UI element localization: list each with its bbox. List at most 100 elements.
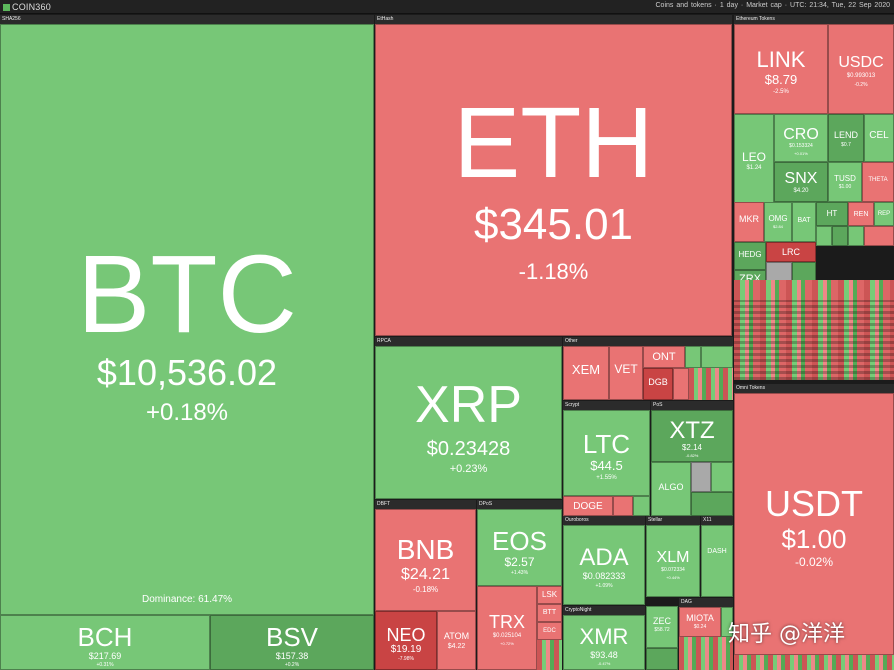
tile-theta[interactable]: THETA bbox=[862, 162, 894, 202]
tile-usdt[interactable]: USDT $1.00 -0.02% bbox=[734, 393, 894, 655]
tile-xem[interactable]: XEM bbox=[563, 346, 609, 400]
tile-price: $157.38 bbox=[275, 651, 309, 661]
section-label-scrypt: Scrypt bbox=[563, 401, 650, 410]
tile-symbol: VET bbox=[614, 362, 638, 376]
tile-dgb[interactable]: DGB bbox=[643, 368, 673, 400]
tile-omg[interactable]: OMG $2.84 bbox=[764, 202, 792, 242]
tile-change: +0.23% bbox=[449, 463, 488, 475]
tile-eth[interactable]: ETH $345.01 -1.18% bbox=[375, 24, 732, 336]
tile-small[interactable] bbox=[848, 226, 864, 246]
tile-xrp[interactable]: XRP $0.23428 +0.23% bbox=[375, 346, 562, 499]
tile-price: $4.22 bbox=[447, 643, 466, 650]
tile-btt[interactable]: BTT bbox=[537, 604, 562, 622]
section-label-stellar: Stellar bbox=[646, 516, 700, 525]
tile-zec[interactable]: ZEC $58.72 bbox=[646, 606, 678, 648]
tile-bnb[interactable]: BNB $24.21 -0.18% bbox=[375, 509, 476, 611]
tile-atom[interactable]: ATOM $4.22 bbox=[437, 611, 476, 670]
tile-price: $0.993013 bbox=[846, 73, 876, 79]
tile-small[interactable] bbox=[701, 346, 733, 368]
tile-ht[interactable]: HT bbox=[816, 202, 848, 226]
section-label-ethash: EtHash bbox=[375, 15, 732, 24]
tile-small[interactable] bbox=[646, 648, 678, 670]
metric-select[interactable]: Market cap bbox=[746, 2, 782, 9]
tile-symbol: USDT bbox=[765, 483, 863, 524]
tile-tusd[interactable]: TUSD $1.00 bbox=[828, 162, 862, 202]
tile-bsv[interactable]: BSV $157.38 +0.2% bbox=[210, 615, 374, 670]
tile-symbol: ALGO bbox=[658, 482, 684, 492]
tile-bat[interactable]: BAT bbox=[792, 202, 816, 242]
tile-small[interactable] bbox=[864, 226, 894, 246]
tile-small[interactable] bbox=[832, 226, 848, 246]
tile-lsk[interactable]: LSK bbox=[537, 586, 562, 604]
tile-snx[interactable]: SNX $4.20 bbox=[774, 162, 828, 202]
tile-small[interactable] bbox=[613, 496, 633, 516]
view-controls: Coins and tokens · 1 day · Market cap · … bbox=[655, 2, 891, 9]
tile-price: $0.153324 bbox=[789, 143, 813, 149]
tile-small[interactable] bbox=[721, 607, 733, 637]
tile-trx[interactable]: TRX $0.025104 +0.72% bbox=[477, 586, 537, 670]
tile-ren[interactable]: REN bbox=[848, 202, 874, 226]
mode-select[interactable]: Coins and tokens bbox=[655, 2, 712, 9]
tile-symbol: XEM bbox=[571, 362, 601, 377]
tile-xlm[interactable]: XLM $0.072334 +0.44% bbox=[646, 525, 700, 597]
section-label-pos: PoS bbox=[651, 401, 733, 410]
tile-algo[interactable]: ALGO bbox=[651, 462, 691, 516]
tile-xmr[interactable]: XMR $93.48 -0.47% bbox=[563, 615, 645, 670]
tile-lrc[interactable]: LRC bbox=[766, 242, 816, 262]
section-label-sha256: SHA256 bbox=[0, 15, 374, 24]
tile-doge[interactable]: DOGE bbox=[563, 496, 613, 516]
tile-neo[interactable]: NEO $19.19 -7.98% bbox=[375, 611, 437, 670]
tile-cro[interactable]: CRO $0.153324 +0.01% bbox=[774, 114, 828, 162]
tile-ont[interactable]: ONT bbox=[643, 346, 685, 368]
tile-miota[interactable]: MIOTA $0.24 bbox=[679, 607, 721, 637]
tile-hedg[interactable]: HEDG bbox=[734, 242, 766, 270]
tile-eos[interactable]: EOS $2.57 +1.43% bbox=[477, 509, 562, 586]
tile-rep[interactable]: REP bbox=[874, 202, 894, 226]
tile-dash[interactable]: DASH bbox=[701, 525, 733, 597]
tile-small[interactable] bbox=[673, 368, 689, 400]
tile-price: $10,536.02 bbox=[96, 352, 278, 393]
tile-small[interactable] bbox=[685, 346, 701, 368]
tile-price: $1.00 bbox=[838, 184, 852, 190]
logo-text: COIN360 bbox=[12, 2, 51, 12]
tile-small[interactable] bbox=[691, 462, 711, 492]
tile-small[interactable] bbox=[691, 492, 733, 516]
tile-btc[interactable]: BTC $10,536.02 +0.18% Dominance: 61.47% bbox=[0, 24, 374, 615]
tile-link[interactable]: LINK $8.79 -2.5% bbox=[734, 24, 828, 114]
tile-price: $0.23428 bbox=[426, 438, 511, 460]
tile-symbol: ZRX bbox=[739, 273, 761, 285]
tile-price: $24.21 bbox=[401, 566, 450, 583]
tile-change: -0.82% bbox=[685, 453, 699, 458]
period-select[interactable]: 1 day bbox=[719, 2, 738, 9]
tile-symbol: TRX bbox=[489, 612, 525, 632]
tile-cel[interactable]: CEL bbox=[864, 114, 894, 162]
tile-price: $4.20 bbox=[793, 188, 809, 194]
tile-symbol: LSK bbox=[541, 590, 558, 599]
tile-small[interactable] bbox=[792, 262, 816, 282]
tile-usdc[interactable]: USDC $0.993013 -0.2% bbox=[828, 24, 894, 114]
ethereum-tokens-mosaic-shade bbox=[734, 300, 894, 380]
tile-small[interactable] bbox=[633, 496, 650, 516]
tile-ada[interactable]: ADA $0.082333 +1.09% bbox=[563, 525, 645, 605]
tile-xtz[interactable]: XTZ $2.14 -0.82% bbox=[651, 410, 733, 462]
tile-small[interactable] bbox=[766, 262, 792, 282]
tile-leo[interactable]: LEO $1.24 bbox=[734, 114, 774, 212]
tile-symbol: REN bbox=[853, 211, 869, 218]
tile-vet[interactable]: VET bbox=[609, 346, 643, 400]
tile-price: $93.48 bbox=[590, 650, 618, 660]
tile-change: +0.01% bbox=[794, 151, 808, 156]
tile-symbol: SNX bbox=[784, 170, 818, 187]
tile-small[interactable] bbox=[816, 226, 832, 246]
tile-symbol: CEL bbox=[869, 130, 889, 141]
section-label-cryptonight: CryptoNight bbox=[563, 606, 645, 615]
tile-price: $44.5 bbox=[590, 458, 623, 473]
tile-ltc[interactable]: LTC $44.5 +1.55% bbox=[563, 410, 650, 496]
tile-bch[interactable]: BCH $217.69 +0.31% bbox=[0, 615, 210, 670]
tile-lend[interactable]: LEND $0.7 bbox=[828, 114, 864, 162]
tile-price: $1.00 bbox=[781, 524, 847, 554]
coin360-logo[interactable]: COIN360 bbox=[3, 2, 51, 12]
tile-price: $0.24 bbox=[693, 624, 707, 630]
tile-small[interactable] bbox=[711, 462, 733, 492]
tile-mkr[interactable]: MKR bbox=[734, 202, 764, 242]
tile-edc[interactable]: EDC bbox=[537, 622, 562, 640]
